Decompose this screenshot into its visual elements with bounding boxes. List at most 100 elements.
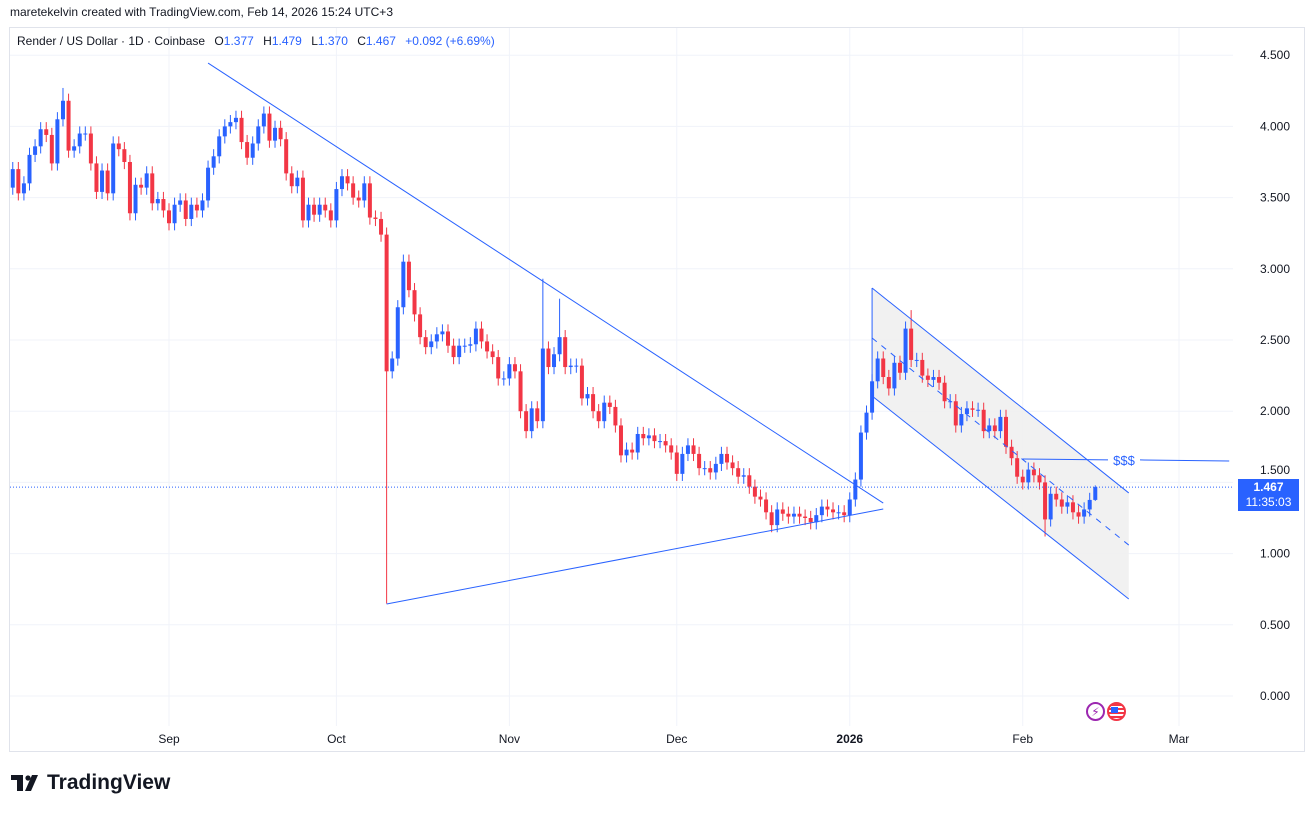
price-axis[interactable]: 0.000 0.500 1.000 1.500 2.000 2.500 3.000 3.500… — [1260, 48, 1290, 703]
candle[interactable] — [228, 115, 233, 134]
candle[interactable] — [306, 197, 311, 228]
candle[interactable] — [345, 169, 350, 191]
candle[interactable] — [267, 106, 272, 148]
candle[interactable] — [401, 254, 406, 315]
candle[interactable] — [1082, 502, 1087, 524]
candle[interactable] — [964, 401, 969, 422]
candle[interactable] — [557, 298, 562, 362]
candle[interactable] — [446, 324, 450, 353]
candle[interactable] — [233, 110, 238, 130]
candle[interactable] — [88, 126, 93, 171]
candle[interactable] — [451, 338, 456, 365]
candle[interactable] — [94, 156, 99, 200]
candle[interactable] — [457, 338, 462, 365]
symbol-title[interactable]: Render / US Dollar · 1D · Coinbase — [17, 34, 206, 48]
candle[interactable] — [591, 386, 596, 419]
candle[interactable] — [312, 197, 317, 222]
candle[interactable] — [959, 406, 964, 433]
candle[interactable] — [21, 176, 26, 201]
candle[interactable] — [775, 502, 780, 533]
candle[interactable] — [496, 349, 501, 386]
candle[interactable] — [758, 489, 763, 507]
candle[interactable] — [300, 170, 305, 228]
candle[interactable] — [189, 197, 194, 227]
candle[interactable] — [769, 505, 774, 533]
candle[interactable] — [897, 355, 902, 380]
candle[interactable] — [981, 402, 986, 439]
candle[interactable] — [831, 502, 836, 520]
candle[interactable] — [468, 337, 473, 353]
candle[interactable] — [853, 472, 858, 507]
candle[interactable] — [613, 399, 618, 433]
candle[interactable] — [708, 461, 713, 480]
candle[interactable] — [10, 162, 15, 195]
candle[interactable] — [529, 401, 534, 439]
candle[interactable] — [987, 418, 992, 439]
candle[interactable] — [418, 307, 423, 345]
candle[interactable] — [920, 352, 925, 383]
candle[interactable] — [535, 401, 540, 429]
candle[interactable] — [183, 193, 188, 227]
candle[interactable] — [507, 357, 512, 386]
candle[interactable] — [44, 122, 49, 143]
candle[interactable] — [1070, 495, 1075, 520]
candle[interactable] — [741, 468, 746, 484]
candle[interactable] — [814, 508, 819, 530]
candle[interactable] — [66, 93, 71, 158]
candle[interactable] — [752, 479, 757, 504]
candle[interactable] — [27, 147, 32, 191]
candle[interactable] — [847, 492, 852, 523]
candle[interactable] — [38, 122, 43, 154]
candle[interactable] — [797, 506, 802, 524]
candle[interactable] — [937, 369, 942, 390]
candle[interactable] — [100, 163, 105, 200]
candle[interactable] — [970, 401, 975, 417]
candle[interactable] — [479, 321, 484, 349]
candle[interactable] — [624, 442, 629, 463]
candle[interactable] — [1065, 495, 1070, 514]
candle[interactable] — [540, 278, 545, 429]
candle[interactable] — [362, 176, 367, 208]
candle[interactable] — [725, 446, 729, 470]
candle[interactable] — [239, 110, 244, 150]
candle[interactable] — [105, 163, 110, 201]
candle[interactable] — [206, 160, 211, 208]
candle[interactable] — [574, 358, 579, 373]
candle[interactable] — [356, 190, 361, 208]
candle[interactable] — [697, 446, 702, 476]
candle[interactable] — [473, 321, 478, 352]
candle[interactable] — [317, 197, 322, 222]
candle[interactable] — [434, 327, 439, 349]
candle[interactable] — [256, 119, 261, 151]
candle[interactable] — [825, 499, 830, 517]
candle[interactable] — [72, 139, 77, 158]
candle[interactable] — [462, 338, 467, 353]
candle[interactable] — [485, 334, 490, 359]
candle[interactable] — [780, 502, 785, 521]
candle[interactable] — [55, 112, 60, 171]
candle[interactable] — [33, 139, 38, 162]
triangle-lower-trendline[interactable] — [386, 508, 884, 605]
candle[interactable] — [641, 426, 646, 446]
candle[interactable] — [1037, 468, 1042, 490]
candle[interactable] — [200, 193, 205, 218]
candle[interactable] — [803, 509, 808, 526]
candle[interactable] — [1009, 439, 1014, 466]
candle[interactable] — [524, 404, 529, 439]
candle[interactable] — [155, 191, 160, 211]
candle[interactable] — [836, 505, 841, 520]
candle[interactable] — [791, 506, 796, 524]
candle[interactable] — [328, 203, 333, 228]
candle[interactable] — [384, 227, 389, 604]
candle[interactable] — [914, 352, 919, 368]
candle[interactable] — [395, 300, 400, 366]
candle[interactable] — [273, 120, 278, 148]
candle[interactable] — [942, 375, 947, 409]
candle[interactable] — [167, 203, 171, 231]
candle[interactable] — [730, 455, 735, 476]
candle[interactable] — [222, 119, 227, 144]
candle[interactable] — [1076, 505, 1081, 524]
channel-bottom-line[interactable] — [871, 395, 1130, 600]
candle[interactable] — [786, 506, 791, 524]
